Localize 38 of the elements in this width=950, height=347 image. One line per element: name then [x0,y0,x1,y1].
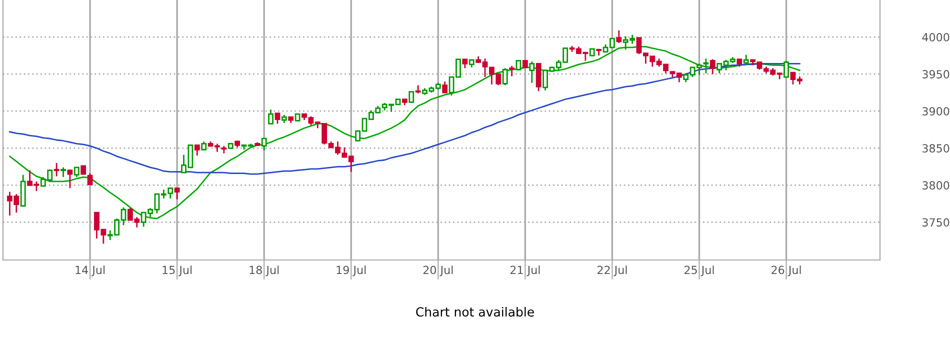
candlestick [442,80,448,94]
candlestick [784,60,789,78]
text: Chart not available [416,306,534,317]
x-tick-label: 18 Jul [250,266,279,276]
candlestick [268,108,274,124]
y-tick-label: 3800 [922,181,950,190]
candlestick [743,54,749,66]
x-tick-label: 26 Jul [772,266,801,276]
x-tick-label: 14 Jul [76,266,105,276]
candlestick [87,172,93,186]
candlestick [194,144,200,156]
candlestick [703,58,709,74]
x-tick-label: 20 Jul [423,266,453,276]
x-tick-label: 21 Jul [510,266,540,276]
candlestick [502,67,508,86]
x-tick-label: 22 Jul [597,266,627,276]
x-tick-label: 25 Jul [684,266,714,276]
candlestick [274,112,280,124]
candlestick [67,168,73,189]
candlestick [710,58,716,75]
candlestick [408,91,414,103]
x-tick-label: 19 Jul [336,266,366,276]
y-tick-label: 4000 [922,33,950,42]
candlestick [529,60,535,84]
candlestick [74,166,80,178]
candlestick [536,63,542,92]
y-tick-label: 3850 [922,144,950,153]
candlestick [174,187,180,200]
candlestick [616,30,622,44]
candlestick [60,166,66,178]
y-tick-label: 3900 [922,107,950,116]
candlestick [509,65,514,77]
y-tick-label: 3750 [922,218,950,227]
y-tick-label: 3950 [922,70,950,78]
candlestick [54,162,60,177]
x-tick-label: 15 Jul [162,266,192,276]
candlestick [261,138,267,152]
candlestick [516,59,522,72]
